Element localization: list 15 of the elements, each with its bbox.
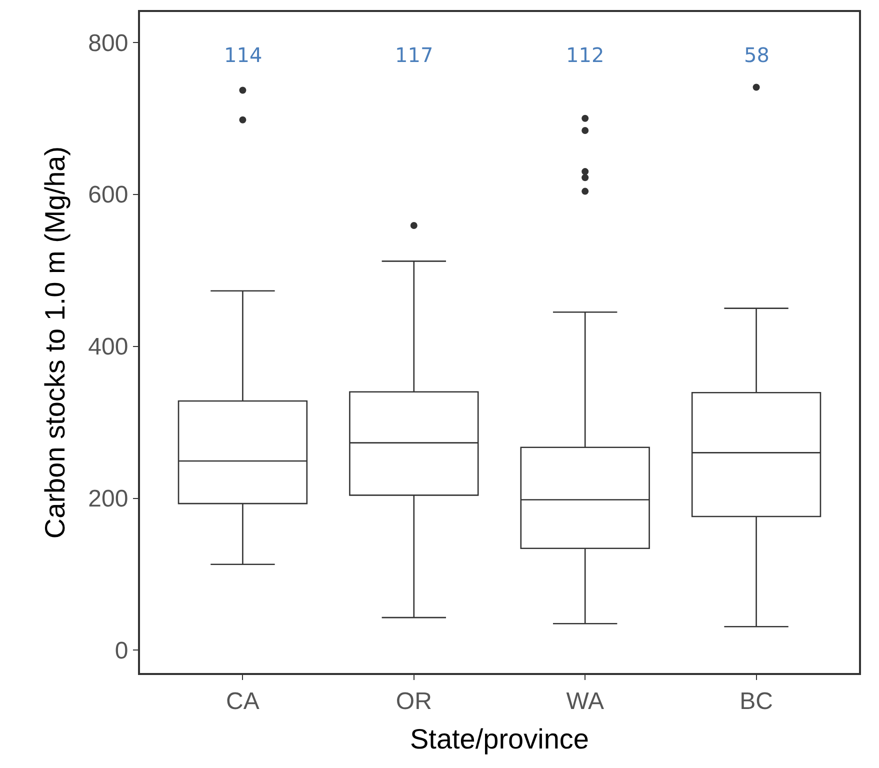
y-tick-label: 800 [88, 30, 128, 57]
x-axis-title: State/province [410, 723, 589, 754]
x-tick-label: CA [226, 688, 260, 715]
x-tick-label: BC [740, 688, 773, 715]
annotation: 117 [395, 43, 434, 67]
y-tick-label: 0 [114, 638, 128, 665]
y-axis-title: Carbon stocks to 1.0 m (Mg/ha) [39, 146, 70, 539]
y-tick-label: 600 [88, 182, 128, 209]
annotation: 112 [566, 43, 604, 67]
x-tick-label: OR [396, 688, 432, 715]
annotation: 58 [744, 43, 770, 67]
annotation: 114 [224, 43, 262, 67]
y-tick-label: 400 [88, 334, 128, 361]
y-tick-label: 200 [88, 486, 128, 513]
x-tick-label: WA [566, 688, 604, 715]
